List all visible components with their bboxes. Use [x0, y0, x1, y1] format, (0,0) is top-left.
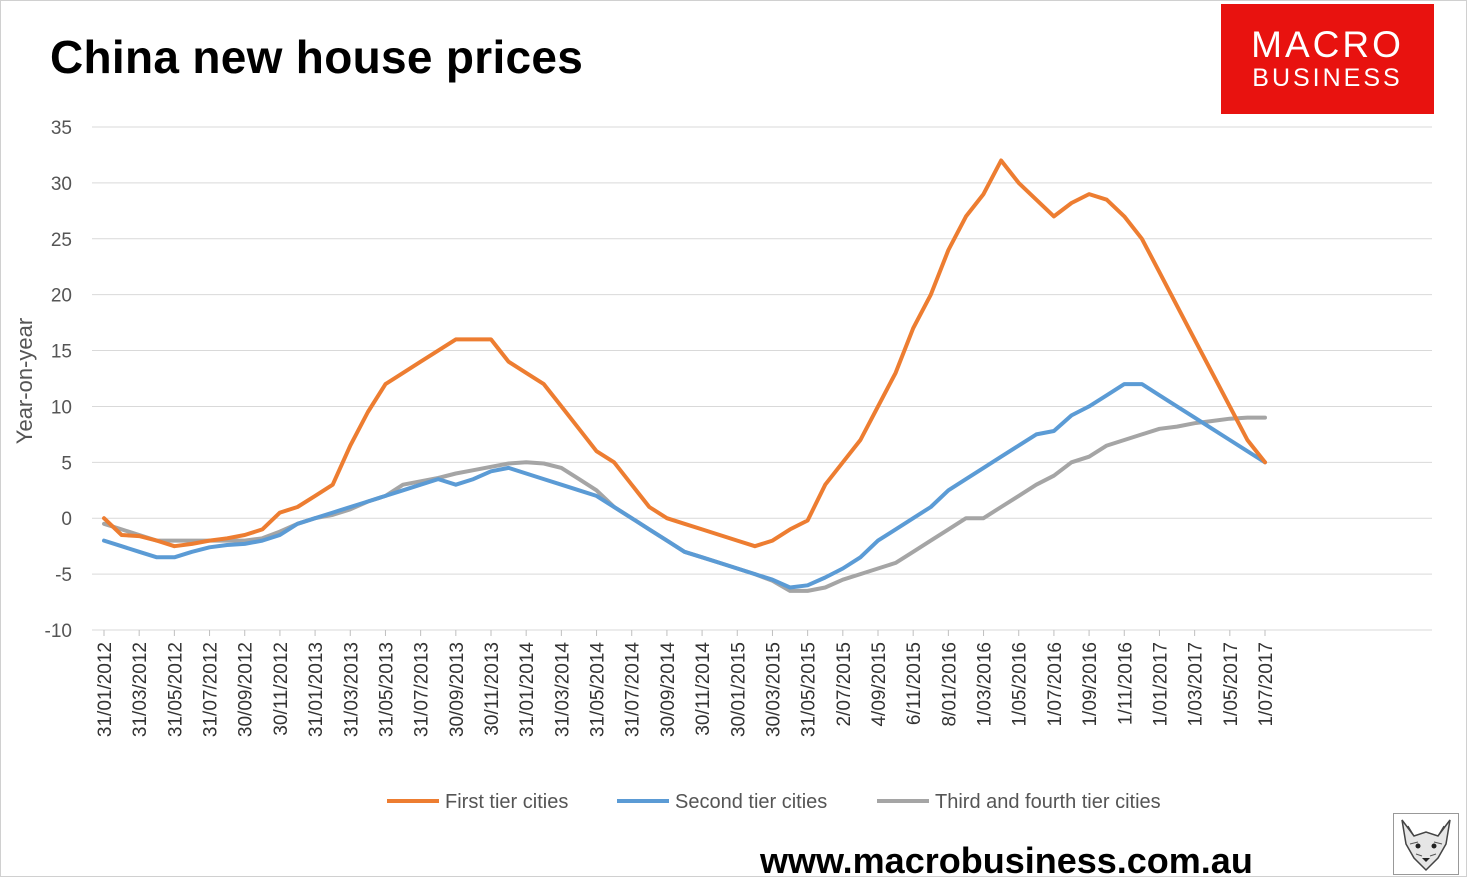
website-url: www.macrobusiness.com.au — [760, 840, 1253, 881]
y-tick-label: 30 — [51, 174, 72, 195]
x-tick-label: 4/09/2015 — [869, 642, 890, 727]
x-axis-ticks: 31/01/2012 31/03/2012 31/05/2012 31/07/2012… — [95, 630, 1277, 737]
y-axis-ticks: -10 -5 0 5 10 15 20 25 30 35 — [45, 118, 72, 642]
x-tick-label: 1/01/2017 — [1150, 642, 1171, 727]
x-tick-label: 2/07/2015 — [834, 642, 855, 727]
x-tick-label: 8/01/2016 — [939, 642, 960, 727]
series-line-3 — [102, 415, 1267, 593]
x-tick-label: 31/05/2012 — [165, 642, 186, 737]
legend-label: Third and fourth tier cities — [935, 791, 1161, 813]
x-tick-label: 30/09/2014 — [658, 642, 679, 738]
y-tick-label: 0 — [61, 509, 72, 530]
x-tick-label: 31/03/2012 — [130, 642, 151, 737]
logo-line-macro: MACRO — [1251, 24, 1404, 65]
x-tick-label: 1/05/2017 — [1221, 642, 1242, 727]
x-tick-label: 31/01/2014 — [517, 642, 538, 738]
y-tick-label: -10 — [45, 621, 72, 642]
y-tick-label: 15 — [51, 342, 72, 363]
x-tick-label: 31/03/2013 — [341, 642, 362, 737]
x-tick-label: 31/05/2013 — [376, 642, 397, 737]
x-tick-label: 1/03/2016 — [975, 642, 996, 727]
x-tick-label: 30/09/2012 — [236, 642, 257, 737]
x-tick-label: 1/09/2016 — [1080, 642, 1101, 727]
legend-label: First tier cities — [445, 791, 568, 813]
x-tick-label: 30/11/2013 — [482, 642, 503, 736]
x-tick-label: 31/01/2013 — [306, 642, 327, 737]
x-tick-label: 30/01/2015 — [728, 642, 749, 737]
series-line-1 — [102, 158, 1267, 549]
fox-head-icon — [1393, 813, 1459, 875]
y-tick-label: 35 — [51, 118, 72, 139]
x-tick-label: 1/07/2017 — [1256, 642, 1277, 727]
y-tick-label: 25 — [51, 230, 72, 251]
legend-label: Second tier cities — [675, 791, 827, 813]
chart-title: China new house prices — [50, 31, 584, 83]
y-tick-label: 5 — [61, 453, 72, 474]
x-tick-label: 31/07/2012 — [201, 642, 222, 737]
x-tick-label: 31/07/2014 — [623, 642, 644, 738]
x-tick-label: 31/05/2014 — [588, 642, 609, 738]
x-tick-label: 30/11/2014 — [693, 642, 714, 736]
x-tick-label: 31/01/2012 — [95, 642, 116, 737]
legend: First tier cities Second tier cities Third… — [387, 791, 1161, 813]
macrobusiness-logo: MACRO BUSINESS — [1221, 4, 1434, 114]
x-tick-label: 31/07/2013 — [412, 642, 433, 737]
y-tick-label: -5 — [55, 565, 72, 586]
logo-line-business: BUSINESS — [1252, 64, 1403, 92]
x-tick-label: 1/11/2016 — [1115, 642, 1136, 725]
y-axis-title: Year-on-year — [12, 318, 37, 444]
x-tick-label: 1/07/2016 — [1045, 642, 1066, 727]
series-lines — [102, 158, 1267, 593]
series-line-2 — [102, 382, 1267, 590]
x-tick-label: 6/11/2015 — [904, 642, 925, 725]
x-tick-label: 31/03/2014 — [552, 642, 573, 738]
gridlines — [92, 126, 1432, 631]
x-tick-label: 1/05/2016 — [1010, 642, 1031, 727]
x-tick-label: 30/11/2012 — [271, 642, 292, 736]
y-tick-label: 20 — [51, 286, 72, 307]
x-tick-label: 30/09/2013 — [447, 642, 468, 737]
x-tick-label: 1/03/2017 — [1186, 642, 1207, 727]
x-tick-label: 31/05/2015 — [799, 642, 820, 737]
y-tick-label: 10 — [51, 397, 72, 418]
x-tick-label: 30/03/2015 — [763, 642, 784, 737]
